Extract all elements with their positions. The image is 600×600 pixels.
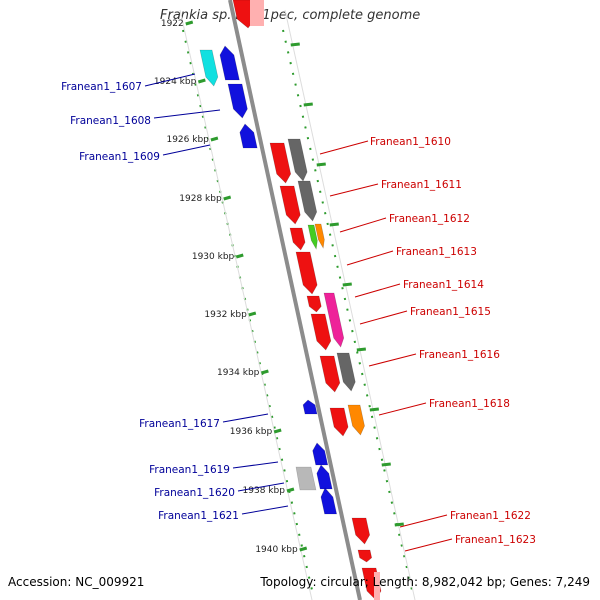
tick-mark [273,428,282,434]
gene-label-left[interactable]: Franean1_1621 [158,510,239,522]
label-leader-line [241,505,289,515]
gene-arrow-gray[interactable] [336,352,356,392]
tick-label: 1928 kbp [179,194,222,204]
gene-label-left[interactable]: Franean1_1609 [79,151,160,163]
gene-label-right[interactable]: Franean1_1612 [389,213,470,225]
label-leader-line [354,283,401,298]
label-leader-line [222,413,269,423]
gene-franean1-1615[interactable] [323,292,345,348]
tick-label: 1934 kbp [217,368,260,378]
gene-franean1-1621[interactable] [320,487,338,515]
tick-label: 1930 kbp [192,252,235,262]
gene-label-right[interactable]: Franean1_1611 [381,179,462,191]
label-leader-line [144,73,196,87]
tick-mark [299,546,308,552]
genome-backbone [228,0,362,600]
gene-arrow-orange[interactable] [314,223,325,249]
gene-franean1-1608[interactable] [227,83,248,119]
gene-label-left[interactable]: Franean1_1620 [154,487,235,499]
label-leader-line [378,402,427,416]
tick-mark [286,487,295,493]
gene-franean1-1623[interactable] [357,549,373,563]
gene-franean1-1614[interactable] [306,295,322,313]
label-leader-line [232,461,279,469]
tick-label: 1940 kbp [255,545,298,555]
gene-block-pink[interactable] [374,572,380,600]
gene-franean1-1620[interactable] [295,466,317,491]
outer-tick-mark [356,347,366,352]
gene-label-left[interactable]: Franean1_1608 [70,115,151,127]
gene-franean1-1609[interactable] [239,123,258,149]
gene-arrow-blue[interactable] [219,45,240,81]
tick-label: 1938 kbp [243,486,286,496]
outer-tick-mark [342,282,352,287]
gene-arrow-green[interactable] [307,224,318,250]
gene-label-left[interactable]: Franean1_1619 [149,464,230,476]
gene-label-right[interactable]: Franean1_1616 [419,349,500,361]
gene-franean1-1613[interactable] [295,251,318,295]
gene-arrow-red[interactable] [329,407,349,437]
gene-franean1-1612[interactable] [289,227,306,251]
tick-label: 1936 kbp [230,427,273,437]
accession-text: Accession: NC_009921 [8,575,145,589]
label-leader-line [399,514,448,528]
gene-franean1-1617[interactable] [302,399,318,415]
outer-tick-mark [316,162,326,167]
tick-label: 1924 kbp [154,77,197,87]
gene-label-right[interactable]: Franean1_1610 [370,136,451,148]
outer-tick-mark [394,522,404,527]
tick-mark [235,253,244,259]
gene-franean1-1611[interactable] [279,185,301,225]
gene-label-right[interactable]: Franean1_1615 [410,306,491,318]
tick-mark [223,195,232,201]
gene-label-right[interactable]: Franean1_1623 [455,534,536,546]
tick-mark [197,78,206,84]
tick-label: 1926 kbp [166,135,209,145]
map-title: Frankia sp. EAN1pec, complete genome [160,8,421,23]
outer-tick-mark [329,222,339,227]
tick-label: 1932 kbp [204,310,247,320]
label-leader-line [162,144,211,156]
gene-arrow-blue[interactable] [316,464,333,490]
label-leader-line [329,183,379,197]
gene-block-pink[interactable] [250,0,264,26]
gene-label-right[interactable]: Franean1_1618 [429,398,510,410]
gene-franean1-1622[interactable] [351,517,371,545]
label-leader-line [346,250,394,266]
gene-label-left[interactable]: Franean1_1607 [61,81,142,93]
gene-franean1-1618[interactable] [347,404,365,436]
label-leader-line [339,217,387,233]
label-leader-line [368,353,417,367]
gene-franean1-1616[interactable] [319,355,341,393]
outer-tick-mark [290,42,300,47]
label-leader-line [237,482,285,492]
gene-arrow-gray[interactable] [297,180,318,222]
gene-franean1-1610[interactable] [269,142,292,184]
gene-label-right[interactable]: Franean1_1622 [450,510,531,522]
summary-text: Topology: circular; Length: 8,982,042 bp… [260,575,590,589]
outer-tick-mark [381,462,391,467]
label-leader-line [319,140,369,155]
left-guide-line [179,9,313,600]
gene-label-left[interactable]: Franean1_1617 [139,418,220,430]
tick-mark [248,311,257,317]
gene-franean1-1607[interactable] [199,49,219,87]
gene-label-right[interactable]: Franean1_1614 [403,279,484,291]
outer-tick-mark [369,407,379,412]
tick-label: 1922 [161,19,184,29]
gene-arrow-red[interactable] [310,313,332,351]
label-leader-line [153,109,221,119]
gene-franean1-1619[interactable] [312,442,329,466]
outer-tick-ring [282,29,413,591]
right-guide-line [284,9,416,600]
gene-arrow-gray[interactable] [287,138,308,182]
tick-mark [210,136,219,142]
tick-mark [260,369,269,375]
gene-label-right[interactable]: Franean1_1613 [396,246,477,258]
label-leader-line [359,310,408,325]
tick-mark [185,20,194,26]
outer-tick-mark [303,102,313,107]
label-leader-line [404,538,453,552]
